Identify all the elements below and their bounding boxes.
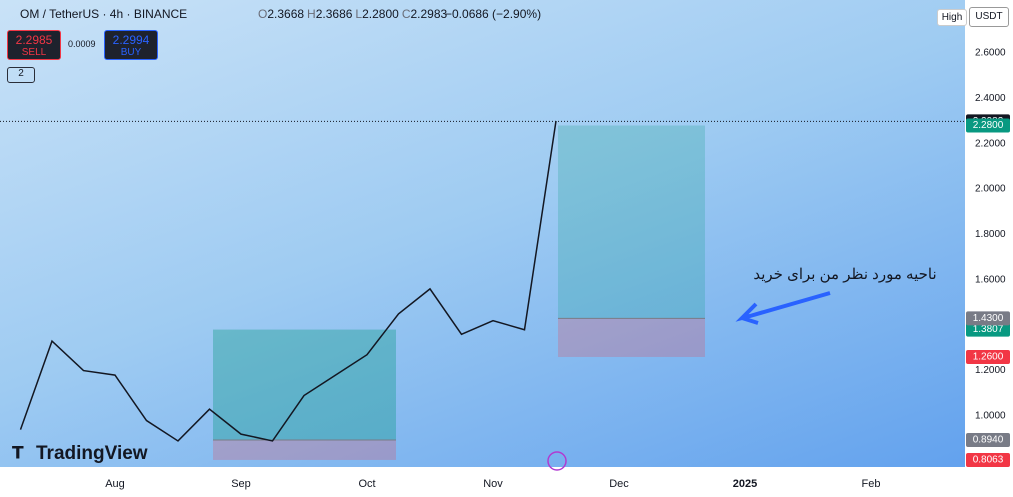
ohlc-value: 2.2983 [410,7,448,21]
price-badge-label: 1.4300 [973,313,1004,324]
ohlc-key: L [355,7,363,21]
arrow [735,291,831,325]
price-badge-label: 0.8063 [973,455,1004,466]
y-tick-label: 2.6000 [975,48,1006,59]
ohlc-key: C [401,7,411,21]
ohlc-key: H [307,7,316,21]
x-tick-label: Dec [609,478,629,490]
ohlc: O2.3668 H2.3686 L2.2800 C2.2983 [255,7,447,21]
sell-label: SELL [21,47,47,58]
x-tick-label: 2025 [733,478,757,490]
price-badge [966,118,1010,133]
buy-button[interactable]: 2.2994 BUY [104,30,158,60]
ohlc-value: 2.3668 [267,7,305,21]
y-tick-label: 2.2000 [975,138,1006,149]
ohlc-value: 2.2800 [362,7,399,21]
price-badge-label: 2.2800 [973,120,1004,131]
sell-price: 2.2985 [15,33,53,47]
y-tick-label: 1.2000 [975,365,1006,376]
price-badge [966,452,1010,467]
sell-button[interactable]: 2.2985 SELL [7,30,61,60]
y-tick-label: 1.8000 [975,229,1006,240]
y-tick-label: 1.0000 [975,411,1006,422]
currency-button[interactable]: USDT [969,7,1009,27]
target-zone [213,329,396,441]
change: −0.0686 (−2.90%) [445,7,542,21]
y-tick-label: 2.0000 [975,184,1006,195]
price-badge [966,433,1010,448]
x-tick-label: Nov [483,478,503,490]
time-axis [0,467,1013,497]
price-badge [966,322,1010,337]
buy-label: BUY [120,47,142,58]
annotation: ناحیه مورد نظر من برای خرید [753,266,936,283]
plot [19,120,705,460]
price-badge [966,311,1010,326]
target-zone [558,125,705,319]
x-tick-label: Feb [862,478,881,490]
spread: 0.0009 [68,39,96,49]
x-tick-label: Sep [231,478,251,490]
y-tick-label: 1.6000 [975,274,1006,285]
price-badge [966,349,1010,364]
stop-zone [558,318,705,357]
price-axis [965,0,1013,497]
stop-zone [213,440,396,460]
layers-button[interactable]: 2 [7,67,35,83]
ohlc-value: 2.3686 [315,7,353,21]
high-button[interactable]: High [937,9,967,26]
logo-icon: 𝗧 [12,443,24,462]
symbol: OM / TetherUS · 4h · BINANCE [20,7,188,21]
x-tick-label: Oct [358,478,375,490]
logo: TradingView [36,443,148,464]
x-tick-label: Aug [105,478,125,490]
price-badge-label: 0.8940 [973,435,1004,446]
buy-price: 2.2994 [112,33,150,47]
ohlc-key: O [258,7,268,21]
price-line [19,120,557,442]
price-badge-label: 1.2600 [973,352,1004,363]
price-badge-label: 1.3807 [973,324,1004,335]
event-icon [547,451,567,471]
y-tick-label: 2.4000 [975,93,1006,104]
